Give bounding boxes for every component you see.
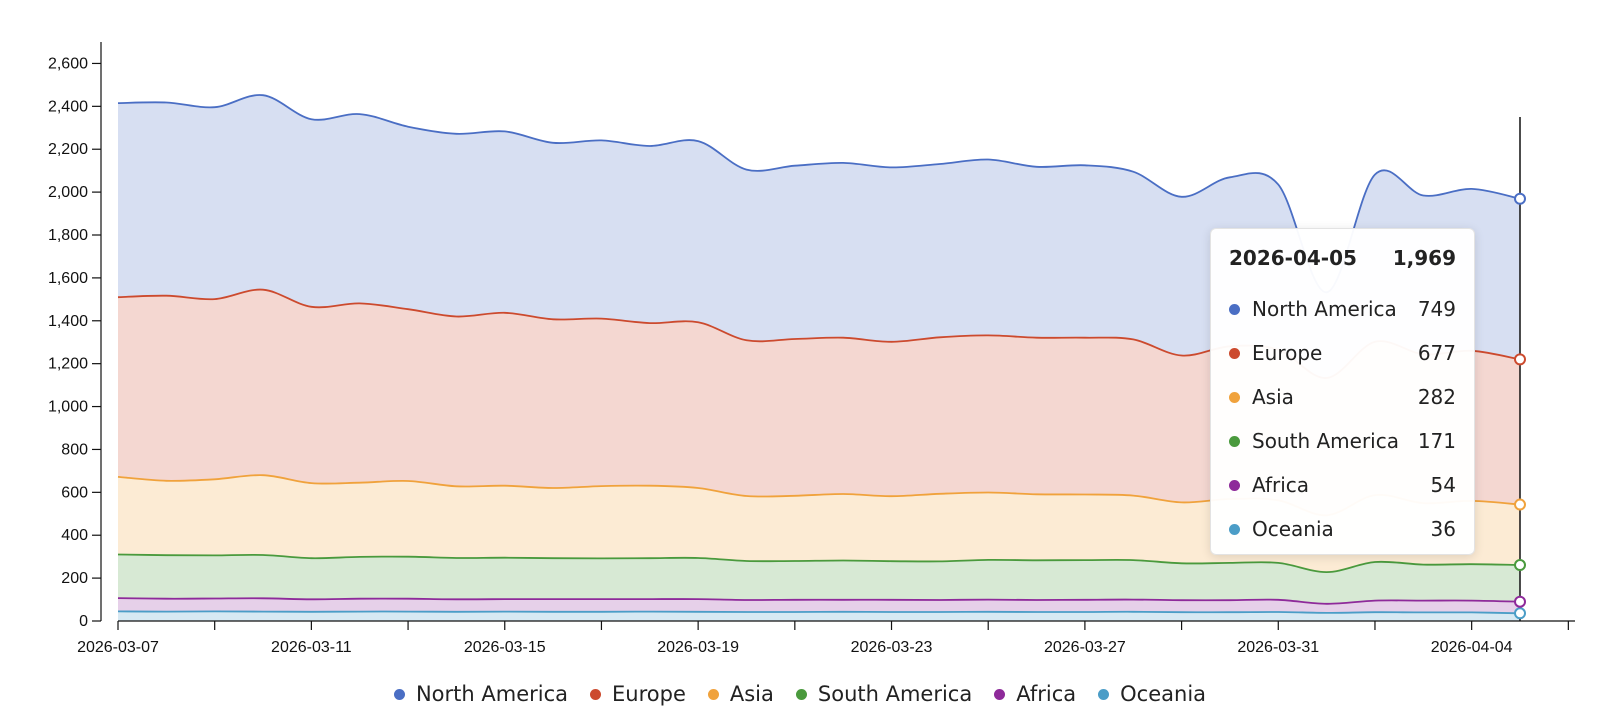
legend-item-oceania[interactable]: Oceania xyxy=(1098,682,1206,706)
legend-item-asia[interactable]: Asia xyxy=(707,682,774,706)
legend-label: Africa xyxy=(1016,682,1077,706)
tooltip-dot-south-america xyxy=(1229,435,1240,447)
tooltip-dot-asia xyxy=(1229,391,1240,403)
tooltip-name: Oceania xyxy=(1252,517,1334,541)
marker-south-america xyxy=(1514,559,1526,572)
line-south-america xyxy=(117,553,1521,574)
marker-asia xyxy=(1514,498,1526,511)
legend-dot-icon xyxy=(590,688,602,700)
area-south-america xyxy=(118,554,1520,604)
legend-dot-icon xyxy=(994,688,1006,700)
y-tick-label: 400 xyxy=(61,527,88,544)
y-tick-label: 0 xyxy=(79,613,88,630)
x-tick-label: 2026-03-11 xyxy=(271,639,352,656)
y-tick-label: 2,200 xyxy=(48,141,88,158)
legend-item-africa[interactable]: Africa xyxy=(994,682,1076,706)
legend-item-europe[interactable]: Europe xyxy=(590,682,686,706)
tooltip-dot-oceania xyxy=(1229,523,1240,535)
tooltip-name: South America xyxy=(1252,429,1399,453)
x-tick-label: 2026-03-15 xyxy=(464,639,546,656)
series-areas xyxy=(118,94,1520,621)
y-tick-label: 2,000 xyxy=(48,184,88,201)
y-tick-label: 2,400 xyxy=(48,98,88,115)
area-asia xyxy=(118,475,1520,573)
marker-north-america xyxy=(1514,192,1526,205)
tooltip-total: 1,969 xyxy=(1392,246,1456,270)
marker-europe xyxy=(1514,353,1526,366)
y-tick-label: 200 xyxy=(61,570,88,587)
y-tick-label: 1,000 xyxy=(48,399,88,416)
tooltip-row: North America 749 xyxy=(1229,287,1456,331)
tooltip-row: Asia 282 xyxy=(1229,375,1456,419)
tooltip-dot-north-america xyxy=(1229,303,1240,315)
legend-label: Asia xyxy=(729,682,774,706)
y-tick-label: 1,400 xyxy=(48,313,88,330)
legend-item-south-america[interactable]: South America xyxy=(795,682,973,706)
legend-label: South America xyxy=(817,682,973,706)
tooltip-value: 36 xyxy=(1430,517,1456,541)
x-tick-label: 2026-03-27 xyxy=(1044,639,1126,656)
legend-dot-icon xyxy=(707,688,719,700)
x-tick-label: 2026-03-07 xyxy=(77,639,159,656)
tooltip-dot-europe xyxy=(1229,347,1240,359)
area-north-america xyxy=(118,94,1520,379)
legend-label: Oceania xyxy=(1120,682,1207,706)
tooltip-value: 171 xyxy=(1417,429,1456,453)
tooltip-name: Asia xyxy=(1252,385,1294,409)
tooltip-row: Africa 54 xyxy=(1229,463,1456,507)
legend-label: Europe xyxy=(612,682,686,706)
tooltip-name: Africa xyxy=(1252,473,1310,497)
line-oceania xyxy=(117,610,1521,615)
tooltip: 2026-04-05 1,969 North America 749 Europ… xyxy=(1210,228,1475,555)
y-tick-label: 600 xyxy=(61,484,88,501)
hover-markers xyxy=(1514,192,1526,620)
legend-dot-icon xyxy=(795,688,807,700)
x-tick-label: 2026-03-19 xyxy=(657,639,739,656)
tooltip-value: 677 xyxy=(1417,341,1456,365)
x-tick-label: 2026-03-23 xyxy=(851,639,933,656)
legend-dot-icon xyxy=(393,688,405,700)
tooltip-row: South America 171 xyxy=(1229,419,1456,463)
area-europe xyxy=(118,289,1520,516)
tooltip-value: 749 xyxy=(1417,297,1456,321)
marker-oceania xyxy=(1514,607,1526,620)
legend-item-north-america[interactable]: North America xyxy=(393,682,569,706)
area-oceania xyxy=(118,611,1520,621)
y-tick-label: 1,800 xyxy=(48,227,88,244)
tooltip-row: Europe 677 xyxy=(1229,331,1456,375)
tooltip-date: 2026-04-05 xyxy=(1229,246,1357,270)
y-tick-label: 2,600 xyxy=(48,55,88,72)
legend: North America Europe Asia South America … xyxy=(0,682,1600,706)
y-tick-label: 1,600 xyxy=(48,270,88,287)
y-tick-label: 1,200 xyxy=(48,356,88,373)
tooltip-value: 54 xyxy=(1430,473,1456,497)
y-tick-label: 800 xyxy=(61,441,88,458)
x-tick-label: 2026-04-04 xyxy=(1431,639,1513,656)
line-africa xyxy=(117,597,1521,605)
x-tick-label: 2026-03-31 xyxy=(1237,639,1319,656)
legend-dot-icon xyxy=(1098,688,1110,700)
tooltip-name: Europe xyxy=(1252,341,1323,365)
area-africa xyxy=(118,598,1520,614)
tooltip-value: 282 xyxy=(1417,385,1456,409)
tooltip-name: North America xyxy=(1252,297,1397,321)
legend-label: North America xyxy=(415,682,569,706)
y-axis: 0 200 400 600 800 1,000 1,200 1,400 1,600 1,800 2,… xyxy=(48,42,102,630)
tooltip-dot-africa xyxy=(1229,479,1240,491)
marker-africa xyxy=(1514,595,1526,608)
tooltip-header: 2026-04-05 1,969 xyxy=(1229,243,1456,273)
x-axis: 2026-03-07 2026-03-11 2026-03-15 2026-03-19… xyxy=(77,620,1575,656)
tooltip-row: Oceania 36 xyxy=(1229,507,1456,551)
